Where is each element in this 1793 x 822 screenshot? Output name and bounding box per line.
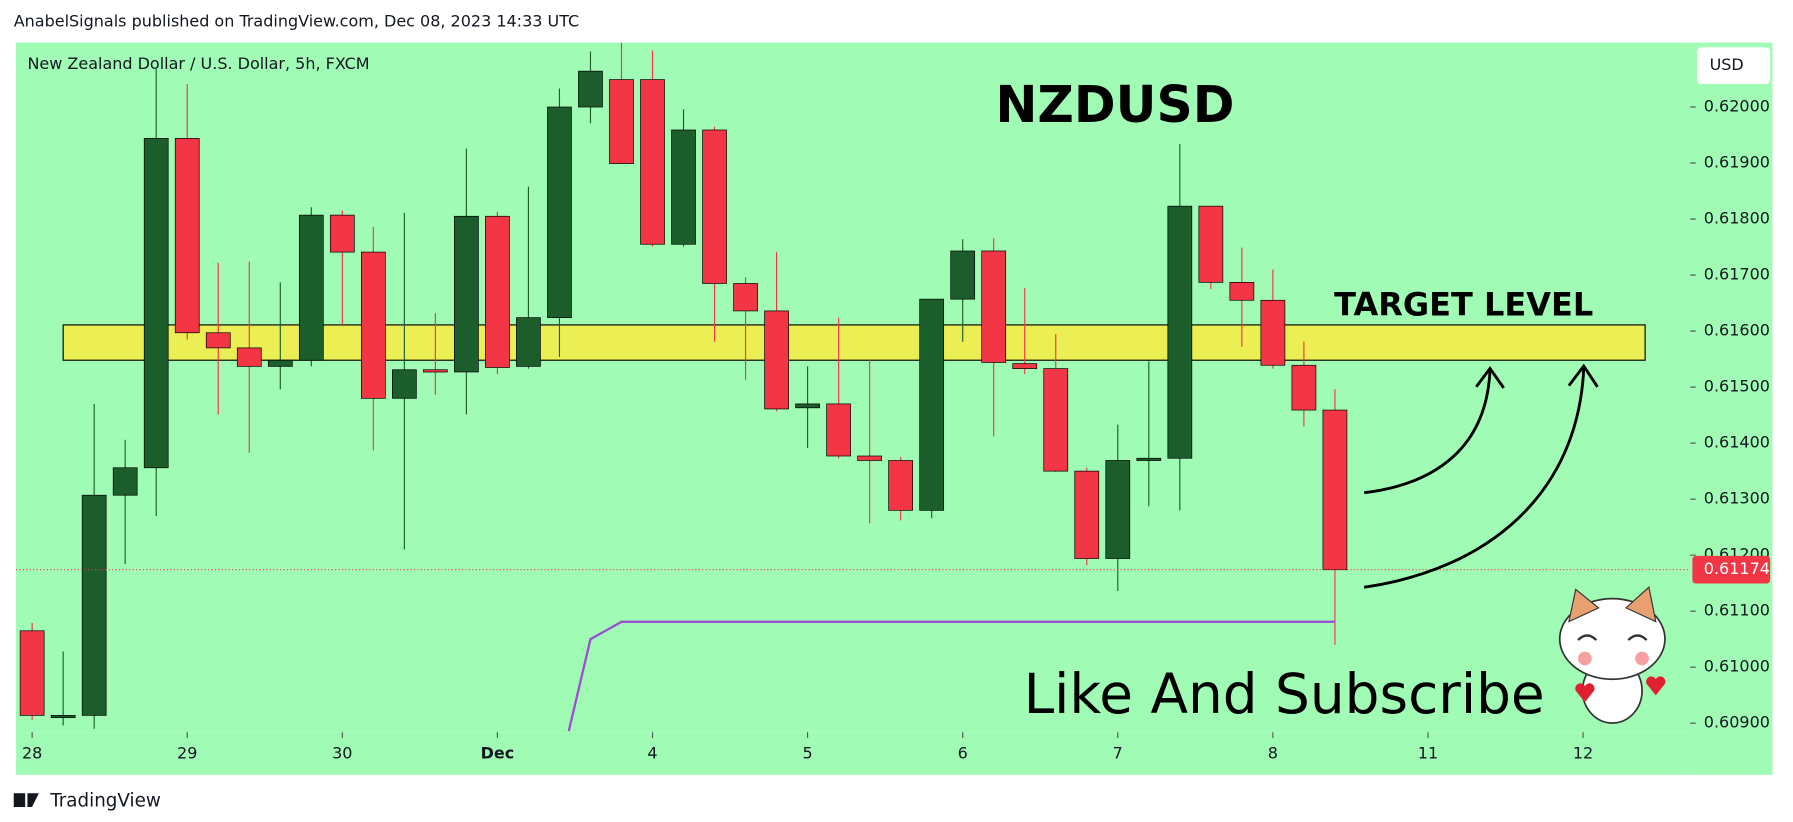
- x-tick-label: 6: [958, 744, 968, 763]
- candle-body: [50, 715, 76, 719]
- candle-body: [764, 310, 789, 410]
- y-tick-label: 0.61100: [1704, 601, 1770, 620]
- y-tick-label: 0.61700: [1704, 265, 1770, 284]
- x-tick-label: 11: [1418, 744, 1438, 763]
- candle-body: [236, 347, 262, 367]
- axis-bg: [1690, 42, 1773, 775]
- candle-body: [329, 214, 355, 253]
- candle-body: [733, 283, 758, 312]
- x-tick-label: 28: [22, 744, 42, 763]
- y-tick-label: 0.62000: [1704, 96, 1770, 115]
- candle-body: [298, 214, 324, 361]
- arrow-head: [1475, 365, 1505, 389]
- candle-body: [702, 129, 727, 284]
- candle-body: [423, 369, 448, 373]
- candle-body: [174, 138, 200, 334]
- candle-body: [1322, 409, 1348, 571]
- candle-body: [857, 455, 882, 461]
- y-tick-label: 0.61000: [1704, 657, 1770, 676]
- symbol-info: New Zealand Dollar / U.S. Dollar, 5h, FX…: [27, 54, 369, 73]
- x-tick-label: 7: [1113, 744, 1123, 763]
- candle-body: [795, 403, 820, 409]
- candle-body: [1229, 282, 1255, 301]
- last-price-box: [1692, 555, 1771, 584]
- candle-body: [360, 251, 386, 399]
- candle-body: [981, 250, 1007, 363]
- candle-body: [516, 317, 541, 367]
- candle-body: [609, 79, 634, 164]
- candle-body: [454, 215, 479, 373]
- y-tick-label: 0.60900: [1704, 713, 1770, 732]
- candle-body: [1074, 470, 1100, 559]
- x-tick-label: 8: [1268, 744, 1278, 763]
- candle-body: [205, 332, 231, 349]
- candle-body: [547, 106, 572, 318]
- candle-body: [1198, 205, 1224, 283]
- y-tick-label: 0.61400: [1704, 433, 1770, 452]
- candle-body: [919, 298, 945, 511]
- currency[interactable]: USD: [1710, 55, 1744, 74]
- mascot: [1558, 586, 1666, 724]
- candle-body: [950, 250, 976, 300]
- candle-body: [1136, 457, 1162, 461]
- x-tick-label: 5: [803, 744, 813, 763]
- arrow-head: [1567, 363, 1599, 388]
- arrow: [1363, 368, 1586, 589]
- x-tick-label: Dec: [481, 744, 515, 763]
- candle-body: [112, 467, 138, 496]
- candle-body: [1105, 460, 1131, 559]
- candle-body: [19, 630, 45, 716]
- candle-body: [671, 129, 696, 245]
- candle-body: [81, 494, 107, 716]
- candle-body: [578, 70, 603, 108]
- y-tick-label: 0.61900: [1704, 152, 1770, 171]
- candle-body: [640, 79, 665, 245]
- candle-body: [888, 460, 914, 511]
- x-tick-label: 29: [177, 744, 197, 763]
- chart-title: NZDUSD: [995, 75, 1234, 134]
- candle-body: [826, 403, 851, 457]
- candle-body: [1167, 205, 1193, 459]
- candle-body: [1012, 363, 1038, 369]
- x-tick-label: 30: [332, 744, 352, 763]
- logo: [13, 793, 39, 808]
- x-axis-bg: [16, 732, 1691, 775]
- zone-label: TARGET LEVEL: [1334, 285, 1593, 323]
- x-tick-label: 12: [1573, 744, 1593, 763]
- arrow: [1364, 370, 1492, 495]
- x-tick-label: 4: [647, 744, 657, 763]
- y-tick-label: 0.61300: [1704, 489, 1770, 508]
- caption: Like And Subscribe: [1024, 662, 1545, 726]
- candle-body: [485, 215, 510, 368]
- candle-body: [143, 138, 169, 469]
- indicator-line: [567, 620, 1335, 732]
- target-zone: [62, 324, 1646, 361]
- y-tick-label: 0.61800: [1704, 209, 1770, 228]
- currency-box[interactable]: [1696, 47, 1771, 85]
- last-price-label: 0.61174: [1704, 559, 1770, 578]
- candle-body: [1043, 368, 1069, 472]
- footer: TradingView: [49, 790, 160, 811]
- candle-body: [1291, 364, 1317, 411]
- plot-bg: [16, 42, 1691, 733]
- candle-body: [1260, 299, 1286, 366]
- y-tick-label: 0.61500: [1704, 377, 1770, 396]
- y-tick-label: 0.61600: [1704, 321, 1770, 340]
- candle-body: [392, 369, 417, 399]
- header: AnabelSignals published on TradingView.c…: [14, 11, 579, 30]
- candle-body: [267, 359, 293, 367]
